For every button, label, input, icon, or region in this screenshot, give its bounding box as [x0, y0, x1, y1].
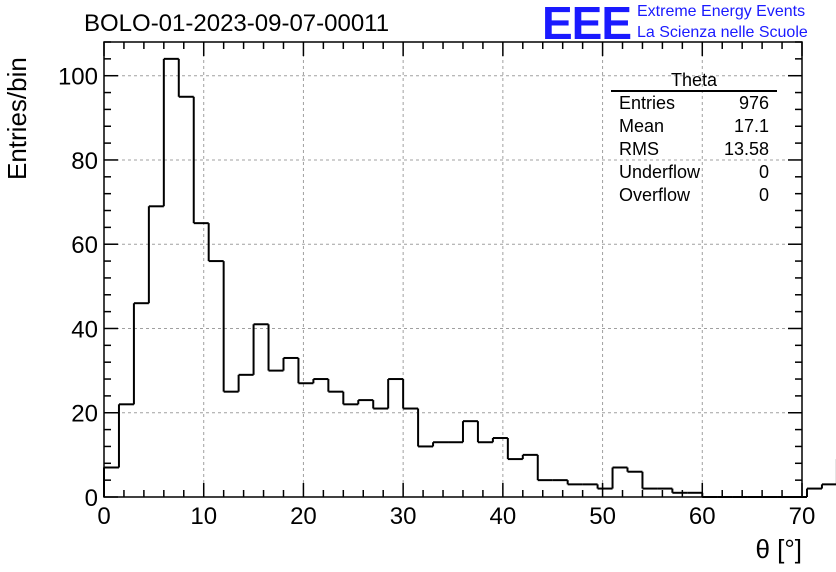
- stats-row-overflow: Overflow 0: [611, 184, 777, 207]
- stats-box: Theta Entries 976 Mean 17.1 RMS 13.58 Un…: [611, 70, 777, 207]
- x-tick-label: 20: [290, 503, 317, 530]
- chart-title: BOLO-01-2023-09-07-00011: [84, 10, 390, 37]
- y-tick-label: 20: [71, 401, 98, 428]
- stats-value: 0: [758, 162, 769, 182]
- x-tick-label: 50: [589, 503, 616, 530]
- logo-line-2: La Scienza nelle Scuole: [637, 24, 808, 41]
- y-tick-label: 60: [71, 232, 98, 259]
- stats-label: Mean: [619, 116, 665, 136]
- y-axis-label: Entries/bin: [2, 57, 32, 180]
- stats-title: Theta: [611, 70, 777, 92]
- x-tick-label: 30: [390, 503, 417, 530]
- stats-value: 976: [738, 93, 769, 113]
- stats-row-entries: Entries 976: [611, 92, 777, 115]
- stats-label: Entries: [619, 93, 676, 113]
- stats-label: Underflow: [619, 162, 701, 182]
- eee-logo: EEE: [542, 0, 632, 49]
- plot-frame: [103, 41, 803, 498]
- stats-row-rms: RMS 13.58: [611, 138, 777, 161]
- stats-row-mean: Mean 17.1: [611, 115, 777, 138]
- stats-value: 13.58: [723, 139, 769, 159]
- x-axis-label: θ [°]: [755, 534, 802, 564]
- y-tick-label: 40: [71, 316, 98, 343]
- y-tick-label: 100: [58, 64, 98, 91]
- stats-label: RMS: [619, 139, 659, 159]
- y-tick-label: 0: [85, 485, 98, 512]
- stats-row-underflow: Underflow 0: [611, 161, 777, 184]
- x-tick-label: 70: [789, 503, 816, 530]
- y-tick-label: 80: [71, 148, 98, 175]
- stats-label: Overflow: [619, 185, 691, 205]
- x-tick-label: 10: [190, 503, 217, 530]
- x-tick-label: 0: [97, 503, 110, 530]
- x-tick-label: 40: [490, 503, 517, 530]
- stats-value: 0: [758, 185, 769, 205]
- x-tick-label: 60: [689, 503, 716, 530]
- stats-value: 17.1: [733, 116, 769, 136]
- logo-line-1: Extreme Energy Events: [637, 3, 806, 20]
